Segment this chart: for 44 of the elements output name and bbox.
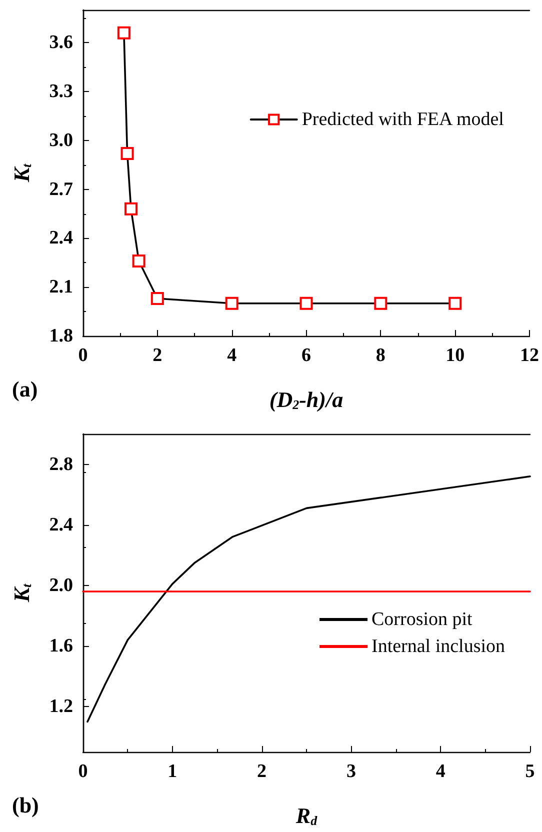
y-axis-title: Kt bbox=[9, 163, 34, 184]
line-series bbox=[86, 476, 531, 723]
x-tick-label: 4 bbox=[436, 761, 446, 782]
point bbox=[448, 296, 462, 310]
y-tick-label: 2.4 bbox=[49, 228, 74, 249]
x-axis-title: (D2-h)/a bbox=[269, 387, 344, 412]
x-tick-label: 2 bbox=[257, 761, 267, 782]
x-tick-label: 4 bbox=[227, 345, 238, 366]
point bbox=[374, 296, 388, 310]
point bbox=[120, 146, 134, 160]
legend-label: Predicted with FEA model bbox=[302, 109, 504, 130]
y-tick-label: 1.6 bbox=[49, 636, 73, 656]
point bbox=[132, 254, 146, 268]
x-tick-label: 3 bbox=[346, 761, 356, 782]
y-tick-label: 3.6 bbox=[49, 32, 73, 54]
point bbox=[117, 26, 130, 40]
y-tick-label: 1.2 bbox=[49, 696, 73, 718]
x-tick-label: 5 bbox=[525, 761, 535, 782]
y-tick-label: 2.8 bbox=[49, 454, 73, 475]
y-tick-label: 2.7 bbox=[49, 178, 74, 200]
x-tick-label: 0 bbox=[78, 761, 88, 782]
y-tick-label: 2.1 bbox=[49, 276, 73, 298]
x-tick-label: 12 bbox=[520, 345, 539, 366]
point bbox=[150, 292, 164, 306]
x-tick-label: 1 bbox=[168, 761, 178, 782]
text: (a) bbox=[12, 376, 38, 402]
x-tick-label: 6 bbox=[302, 345, 311, 366]
x-tick-label: 10 bbox=[446, 345, 465, 366]
x-axis-title: Rd bbox=[294, 803, 318, 828]
y-axis-title: Kt bbox=[9, 583, 34, 604]
y-tick-label: 2.4 bbox=[49, 514, 74, 536]
legend-label: Internal inclusion bbox=[372, 636, 506, 657]
text: (b) bbox=[12, 792, 39, 818]
x-tick-label: 2 bbox=[152, 345, 162, 366]
point bbox=[225, 296, 238, 310]
y-tick-label: 3.0 bbox=[49, 130, 73, 151]
point bbox=[124, 202, 138, 216]
x-tick-label: 8 bbox=[376, 345, 386, 366]
point bbox=[300, 296, 313, 310]
y-tick-label: 1.8 bbox=[49, 326, 73, 346]
y-tick-label: 2.0 bbox=[49, 574, 73, 596]
x-tick-label: 0 bbox=[78, 345, 88, 366]
y-tick-label: 3.3 bbox=[49, 81, 73, 102]
legend-label: Corrosion pit bbox=[372, 609, 474, 630]
